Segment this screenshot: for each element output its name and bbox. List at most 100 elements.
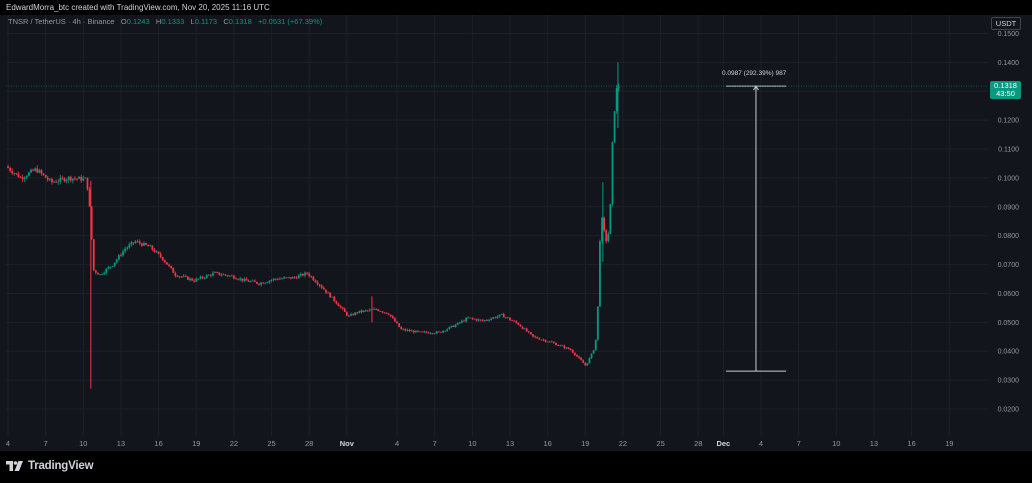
candle-body bbox=[322, 287, 325, 290]
candle-body bbox=[410, 330, 413, 332]
candle-body bbox=[586, 363, 589, 366]
change-value: +0.0531 (+67.39%) bbox=[258, 17, 323, 26]
candle-body bbox=[99, 274, 101, 276]
tradingview-logo[interactable]: TradingView bbox=[6, 460, 94, 472]
close-label: C bbox=[223, 17, 229, 26]
measure-tool[interactable] bbox=[725, 85, 787, 372]
candle-body bbox=[308, 273, 311, 277]
candle-body bbox=[599, 241, 601, 307]
candle-body bbox=[25, 176, 28, 178]
candle-body bbox=[302, 273, 304, 276]
candle-body bbox=[226, 275, 229, 277]
candle-body bbox=[396, 321, 398, 324]
candle-body bbox=[40, 170, 43, 174]
candle-body bbox=[368, 309, 371, 311]
candle-body bbox=[281, 278, 283, 280]
candle-body bbox=[180, 276, 183, 278]
candle-body bbox=[103, 272, 106, 275]
candle-body bbox=[111, 265, 114, 267]
candle-body bbox=[477, 319, 480, 321]
candle-body bbox=[517, 322, 520, 325]
candle-body bbox=[484, 320, 486, 321]
candle-body bbox=[74, 178, 76, 180]
candles bbox=[7, 62, 620, 389]
candle-body bbox=[224, 274, 227, 276]
candle-body bbox=[333, 296, 336, 302]
x-tick-label: 19 bbox=[192, 439, 200, 448]
candle-body bbox=[331, 296, 334, 298]
candle-body bbox=[318, 284, 321, 286]
candle-body bbox=[611, 142, 614, 204]
candle-body bbox=[71, 178, 74, 181]
candle-body bbox=[569, 349, 572, 350]
candle-body bbox=[48, 178, 51, 180]
candle-body bbox=[117, 255, 120, 260]
candle-body bbox=[274, 278, 277, 280]
candle-body bbox=[153, 249, 156, 253]
x-tick-label: 13 bbox=[506, 439, 514, 448]
symbol-legend: TNSR / TetherUS · 4h · Binance O0.1243 H… bbox=[8, 17, 322, 27]
candle-body bbox=[339, 306, 342, 308]
candle-body bbox=[343, 308, 346, 312]
candle-body bbox=[383, 312, 386, 314]
candle-body bbox=[55, 181, 58, 183]
candle-body bbox=[90, 206, 93, 240]
candle-body bbox=[444, 330, 447, 332]
candle-body bbox=[109, 266, 112, 268]
candle-body bbox=[414, 330, 417, 333]
candle-body bbox=[32, 169, 34, 171]
x-tick-label: Nov bbox=[340, 439, 355, 448]
candle-body bbox=[496, 316, 499, 318]
candle-body bbox=[498, 314, 501, 317]
candle-body bbox=[327, 292, 329, 294]
candle-body bbox=[488, 319, 490, 321]
x-tick-label: 10 bbox=[468, 439, 476, 448]
candlestick-chart[interactable]: 0.15000.14000.13000.12000.11000.10000.09… bbox=[0, 0, 1032, 451]
candle-body bbox=[337, 303, 340, 307]
candle-body bbox=[471, 317, 474, 319]
candle-body bbox=[239, 278, 242, 280]
candle-body bbox=[385, 312, 388, 314]
candle-body bbox=[555, 343, 557, 346]
chart-panel[interactable] bbox=[0, 15, 1032, 451]
y-tick-label: 0.0300 bbox=[998, 378, 1020, 385]
x-tick-label: 22 bbox=[619, 439, 627, 448]
candle-body bbox=[138, 241, 141, 244]
candle-body bbox=[157, 251, 160, 254]
high-value: 0.1333 bbox=[161, 17, 185, 26]
candle-body bbox=[423, 331, 426, 333]
candle-body bbox=[21, 177, 24, 180]
low-value: 0.1173 bbox=[194, 17, 218, 26]
candle-body bbox=[532, 334, 534, 337]
candle-body bbox=[247, 280, 250, 282]
currency-button[interactable]: USDT bbox=[991, 17, 1021, 30]
candle-body bbox=[458, 322, 461, 324]
x-tick-label: 16 bbox=[543, 439, 551, 448]
candle-body bbox=[580, 357, 583, 361]
candle-body bbox=[124, 248, 127, 252]
candle-body bbox=[354, 312, 357, 316]
candle-body bbox=[11, 170, 14, 174]
candle-body bbox=[509, 317, 511, 321]
candle-body bbox=[36, 168, 39, 173]
candle-body bbox=[404, 329, 407, 331]
candle-body bbox=[400, 326, 403, 330]
candle-body bbox=[465, 317, 467, 322]
high-label: H bbox=[155, 17, 162, 26]
candle-body bbox=[222, 274, 225, 276]
candle-body bbox=[176, 275, 179, 277]
credit-text: EdwardMorra_btc created with TradingView… bbox=[6, 3, 270, 12]
symbol-info: TNSR / TetherUS · 4h · Binance bbox=[8, 17, 115, 26]
candle-body bbox=[345, 311, 348, 316]
candle-body bbox=[448, 326, 451, 330]
candle-body bbox=[615, 88, 618, 112]
candle-body bbox=[557, 345, 560, 346]
x-tick-label: 28 bbox=[694, 439, 702, 448]
x-tick-label: 19 bbox=[581, 439, 589, 448]
x-tick-label: 25 bbox=[656, 439, 664, 448]
candle-body bbox=[293, 277, 296, 278]
candle-body bbox=[473, 318, 476, 320]
candle-body bbox=[335, 301, 338, 304]
candle-body bbox=[358, 310, 361, 313]
candle-body bbox=[51, 178, 53, 183]
